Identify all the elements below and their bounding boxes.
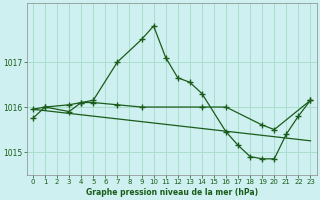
X-axis label: Graphe pression niveau de la mer (hPa): Graphe pression niveau de la mer (hPa)	[86, 188, 258, 197]
